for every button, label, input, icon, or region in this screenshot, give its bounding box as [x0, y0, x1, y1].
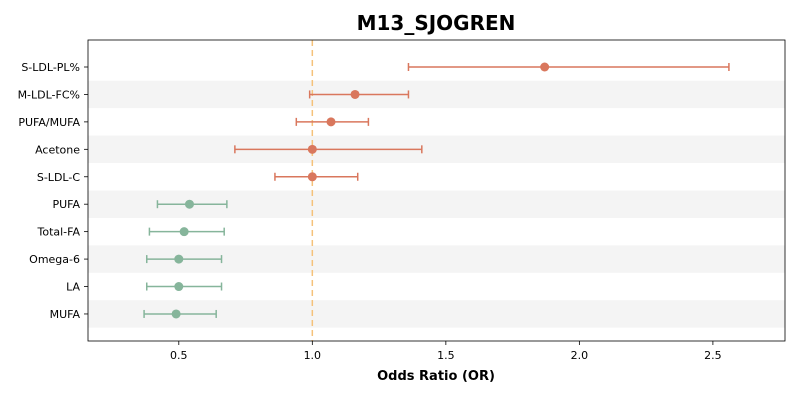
y-tick-label: Omega-6 — [29, 253, 80, 266]
row-band — [88, 135, 785, 164]
or-point — [174, 282, 184, 292]
or-point — [540, 62, 550, 72]
or-point — [171, 309, 181, 319]
x-tick-label: 1.0 — [304, 349, 322, 362]
y-tick-label: S-LDL-PL% — [21, 61, 80, 74]
or-point — [184, 199, 194, 209]
y-tick-label: PUFA/MUFA — [18, 116, 80, 129]
or-point — [326, 117, 336, 127]
x-tick-label: 0.5 — [170, 349, 188, 362]
or-point — [307, 144, 317, 154]
y-tick-label: S-LDL-C — [37, 171, 80, 184]
or-point — [307, 172, 317, 182]
x-tick-label: 2.0 — [571, 349, 589, 362]
x-tick-label: 1.5 — [437, 349, 455, 362]
x-axis-ticks: 0.5 1.0 1.5 2.0 2.5 — [170, 341, 722, 362]
or-point — [179, 227, 189, 237]
row-band — [88, 80, 785, 109]
or-point — [174, 254, 184, 264]
y-tick-label: Total-FA — [36, 226, 80, 239]
y-tick-label: PUFA — [52, 198, 80, 211]
x-tick-label: 2.5 — [704, 349, 722, 362]
y-tick-label: LA — [66, 281, 80, 294]
data-marks — [143, 62, 730, 319]
y-tick-label: MUFA — [50, 308, 81, 321]
y-axis-ticks: S-LDL-PL% M-LDL-FC% PUFA/MUFA Acetone S-LDL-… — [18, 61, 88, 321]
or-point — [350, 89, 360, 99]
chart-title: M13_SJOGREN — [357, 11, 516, 35]
y-tick-label: M-LDL-FC% — [18, 88, 80, 101]
x-axis-label: Odds Ratio (OR) — [377, 369, 495, 384]
y-tick-label: Acetone — [35, 143, 80, 156]
plot-frame — [87, 39, 786, 342]
